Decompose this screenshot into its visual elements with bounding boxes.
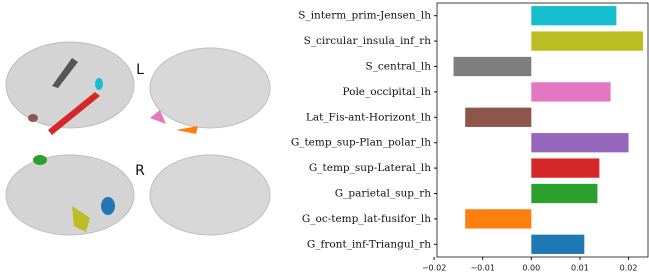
x-tick-label: 0.01 (571, 264, 589, 273)
y-tick-label: Pole_occipital_lh (342, 86, 431, 98)
x-tick-label: −0.01 (470, 264, 495, 273)
y-tick-label: Lat_Fis-ant-Horizont_lh (306, 111, 431, 123)
y-tick-label: S_circular_insula_inf_rh (304, 35, 432, 47)
y-tick-label: S_interm_prim-Jensen_lh (298, 10, 431, 22)
bar (465, 108, 531, 127)
bar (531, 31, 643, 50)
bar (454, 57, 532, 76)
x-tick-label: 0.02 (620, 264, 638, 273)
y-tick-label: S_central_lh (365, 61, 431, 73)
bar (465, 209, 531, 228)
bar (531, 184, 597, 203)
bar (531, 133, 628, 152)
bar (531, 235, 584, 254)
page: L R S_interm_prim-Jensen_lh S_circular_in… (0, 0, 649, 277)
hemisphere-label: R (135, 163, 145, 179)
bar (531, 6, 616, 25)
y-tick-label: G_front_inf-Triangul_rh (307, 238, 431, 250)
bar (531, 82, 610, 101)
x-tick-label: −0.02 (422, 264, 447, 273)
bar (531, 158, 599, 177)
y-tick-label: G_parietal_sup_rh (335, 188, 431, 200)
x-tick-label: 0.00 (522, 264, 540, 273)
y-tick-label: G_temp_sup-Lateral_lh (309, 162, 431, 174)
hemisphere-label: L (136, 62, 144, 78)
y-tick-label: G_oc-temp_lat-fusifor_lh (302, 213, 431, 225)
y-tick-label: G_temp_sup-Plan_polar_lh (291, 137, 431, 149)
